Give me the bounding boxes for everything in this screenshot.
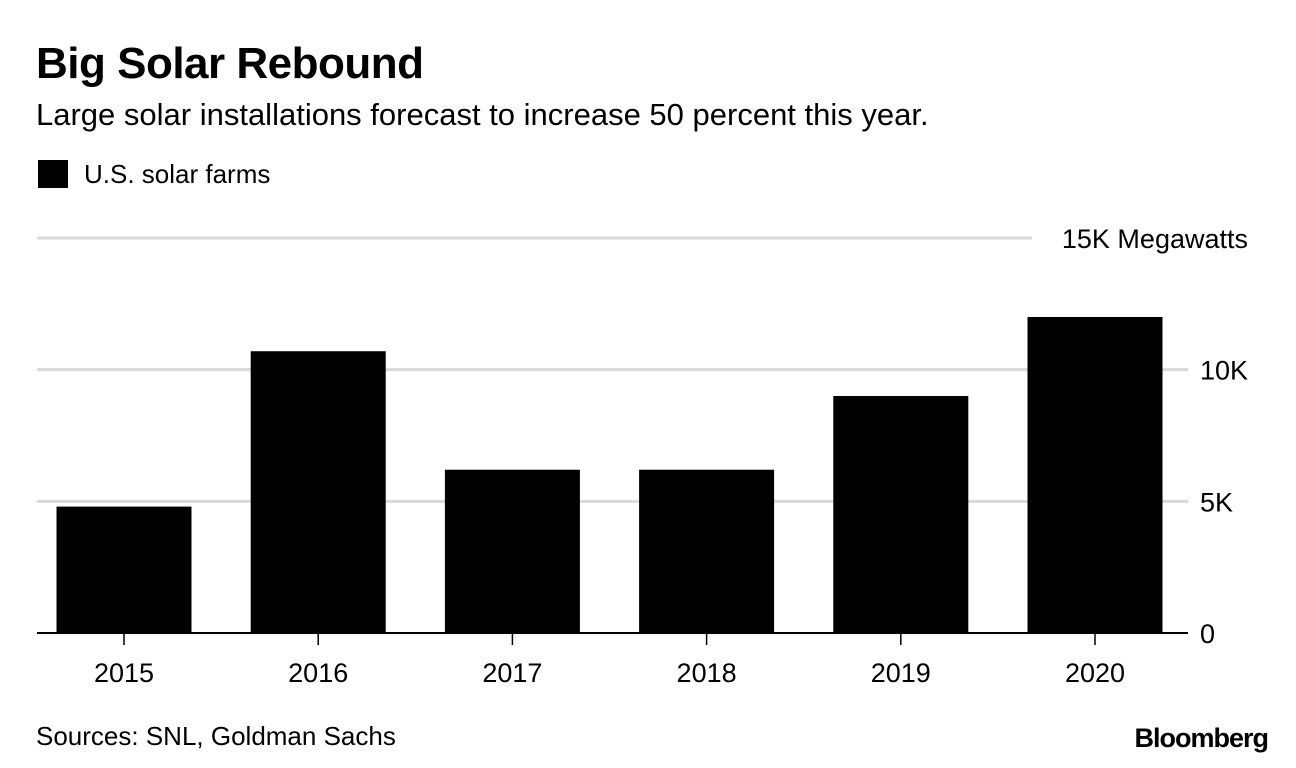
y-tick-label: 10K bbox=[1200, 356, 1248, 386]
bar-2015 bbox=[56, 506, 192, 633]
bar-2020 bbox=[1027, 317, 1163, 633]
chart-subtitle: Large solar installations forecast to in… bbox=[36, 97, 929, 132]
x-tick-labels: 2015 2016 2017 2018 2019 2020 bbox=[94, 658, 1125, 688]
y-tick-labels: 0 5K 10K 15K Megawatts bbox=[1062, 224, 1248, 649]
x-tick-label-2019: 2019 bbox=[871, 658, 931, 688]
y-tick-label: 5K bbox=[1200, 487, 1233, 517]
legend: U.S. solar farms bbox=[38, 159, 270, 189]
chart-title: Big Solar Rebound bbox=[36, 39, 424, 88]
grid-lines bbox=[37, 236, 1188, 503]
source-note: Sources: SNL, Goldman Sachs bbox=[36, 721, 396, 751]
bloomberg-logo: Bloomberg bbox=[1134, 723, 1269, 753]
x-tick-label-2018: 2018 bbox=[677, 658, 737, 688]
y-tick-label: 15K Megawatts bbox=[1062, 224, 1248, 254]
bar-2017 bbox=[444, 469, 580, 633]
bars bbox=[56, 317, 1163, 633]
bar-2018 bbox=[639, 469, 775, 633]
x-axis bbox=[37, 632, 1188, 645]
x-tick-label-2017: 2017 bbox=[482, 658, 542, 688]
x-tick-label-2020: 2020 bbox=[1065, 658, 1125, 688]
x-tick-label-2015: 2015 bbox=[94, 658, 154, 688]
bar-2019 bbox=[833, 396, 969, 633]
bar-2016 bbox=[250, 351, 386, 633]
legend-label: U.S. solar farms bbox=[84, 159, 271, 189]
x-tick-label-2016: 2016 bbox=[288, 658, 348, 688]
y-tick-label: 0 bbox=[1200, 619, 1215, 649]
legend-swatch bbox=[38, 160, 68, 188]
